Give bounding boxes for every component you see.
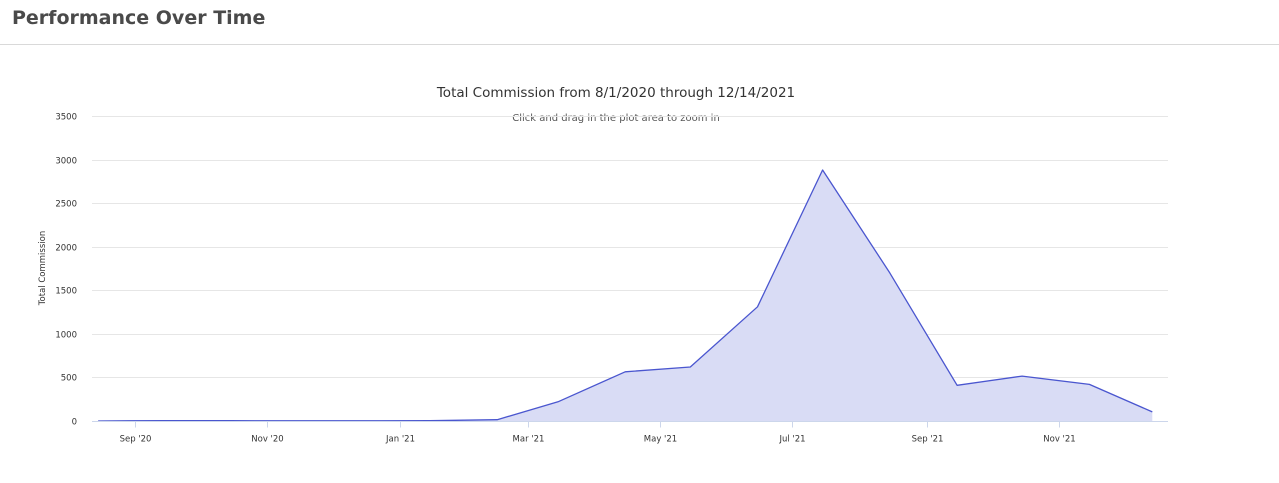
data-point[interactable] (1087, 382, 1092, 387)
series-line[interactable] (98, 169, 1153, 422)
grid-lines (92, 116, 1168, 378)
data-point[interactable] (623, 369, 628, 374)
chart-subtitle: Click and drag in the plot area to zoom … (512, 113, 720, 124)
x-tick-label: May '21 (644, 435, 677, 445)
x-tick-label: Sep '21 (912, 435, 944, 445)
x-axis: Sep '20 Nov '20 Jan '21 Mar '21 May '21 Jul '… (92, 421, 1168, 445)
data-point[interactable] (163, 418, 168, 423)
y-tick-label: 2500 (55, 200, 77, 210)
chart-container[interactable]: Total Commission from 8/1/2020 through 1… (0, 46, 1279, 478)
y-tick-label: 1500 (55, 287, 77, 297)
x-tick-label: Mar '21 (513, 435, 545, 445)
data-point[interactable] (820, 168, 825, 173)
data-point[interactable] (755, 304, 760, 309)
page-title: Performance Over Time (12, 7, 266, 29)
y-tick-label: 3000 (55, 157, 77, 167)
data-point[interactable] (295, 418, 300, 423)
x-tick-label: Nov '20 (251, 435, 283, 445)
data-point[interactable] (1020, 374, 1025, 379)
series-layer[interactable] (96, 168, 1155, 424)
commission-chart[interactable]: Total Commission from 8/1/2020 through 1… (0, 46, 1279, 478)
y-tick-label: 3500 (55, 113, 77, 123)
data-point[interactable] (228, 418, 233, 423)
y-tick-label: 1000 (55, 331, 77, 341)
data-point[interactable] (955, 383, 960, 388)
data-point[interactable] (688, 365, 693, 370)
y-tick-label: 2000 (55, 244, 77, 254)
series-area[interactable] (98, 170, 1153, 421)
y-axis-labels: 0 500 1000 1500 2000 2500 3000 3500 (55, 113, 77, 428)
x-tick-label: Sep '20 (120, 435, 152, 445)
y-tick-label: 500 (61, 374, 77, 384)
x-tick-label: Jul '21 (778, 435, 805, 445)
y-axis-title: Total Commission (38, 231, 48, 306)
data-point[interactable] (1150, 409, 1155, 414)
data-point[interactable] (428, 418, 433, 423)
x-tick-label: Jan '21 (385, 435, 415, 445)
page-header: Performance Over Time (0, 0, 1279, 45)
data-point[interactable] (887, 270, 892, 275)
chart-title: Total Commission from 8/1/2020 through 1… (436, 85, 795, 101)
y-tick-label: 0 (72, 418, 77, 428)
data-point[interactable] (360, 418, 365, 423)
data-point[interactable] (556, 399, 561, 404)
x-tick-label: Nov '21 (1043, 435, 1075, 445)
